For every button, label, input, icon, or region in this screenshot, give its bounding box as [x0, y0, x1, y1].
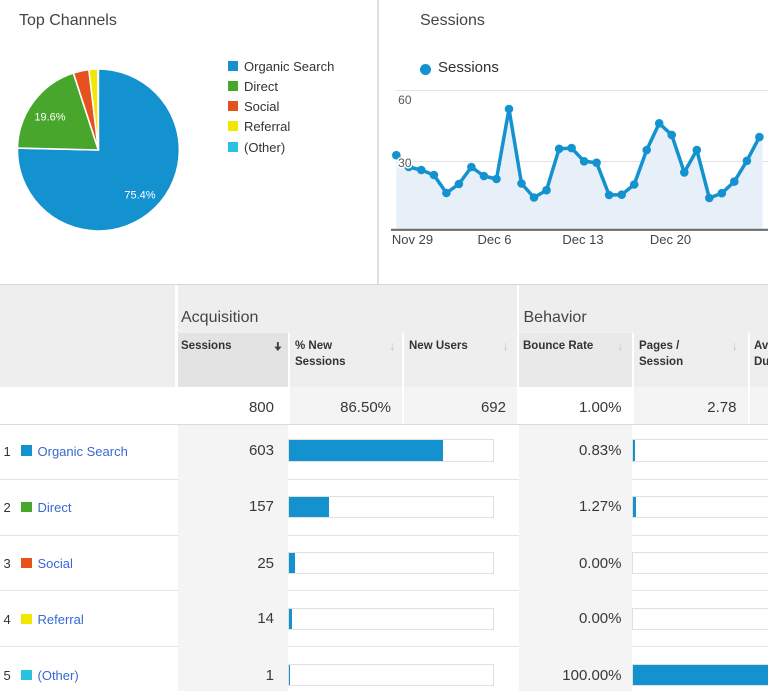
svg-text:75.4%: 75.4% [124, 190, 155, 202]
svg-text:60: 60 [398, 93, 412, 107]
svg-text:Dec 13: Dec 13 [562, 232, 603, 247]
svg-text:Dec 6: Dec 6 [478, 232, 512, 247]
svg-text:Nov 29: Nov 29 [392, 232, 433, 247]
svg-text:Dec 20: Dec 20 [650, 232, 691, 247]
svg-text:30: 30 [398, 156, 412, 170]
svg-text:19.6%: 19.6% [34, 112, 65, 124]
